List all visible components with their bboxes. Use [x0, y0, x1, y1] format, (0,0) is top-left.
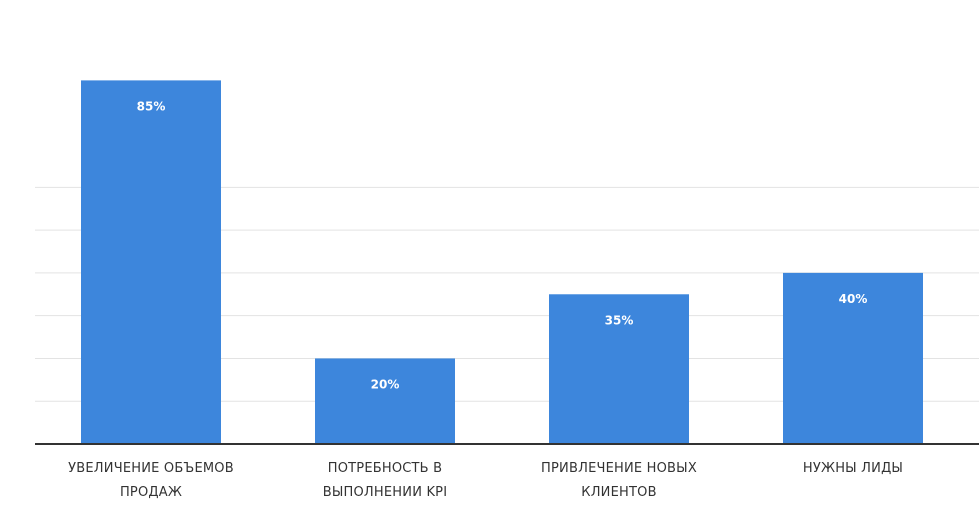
category-labels: УВЕЛИЧЕНИЕ ОБЪЕМОВ ПРОДАЖ ПОТРЕБНОСТЬ В ВЫП…: [68, 461, 903, 500]
bar-value-label: 35%: [605, 313, 634, 327]
category-label: ПРИВЛЕЧЕНИЕ НОВЫХ: [541, 461, 697, 476]
category-label: НУЖНЫ ЛИДЫ: [803, 461, 903, 476]
category-label: ВЫПОЛНЕНИИ KPI: [323, 485, 448, 500]
bar: [783, 272, 923, 444]
category-label: ПОТРЕБНОСТЬ В: [328, 461, 443, 476]
bar-value-label: 20%: [371, 377, 400, 391]
bar-value-label: 40%: [839, 292, 868, 306]
bar: [81, 80, 221, 444]
category-label: УВЕЛИЧЕНИЕ ОБЪЕМОВ: [68, 461, 234, 476]
category-label: КЛИЕНТОВ: [581, 485, 656, 500]
bar-value-label: 85%: [137, 99, 166, 113]
category-label: ПРОДАЖ: [120, 485, 182, 500]
bar: [549, 294, 689, 444]
value-labels: 85% 20% 35% 40%: [137, 99, 868, 391]
bar: [315, 358, 455, 444]
bars: [81, 80, 923, 444]
